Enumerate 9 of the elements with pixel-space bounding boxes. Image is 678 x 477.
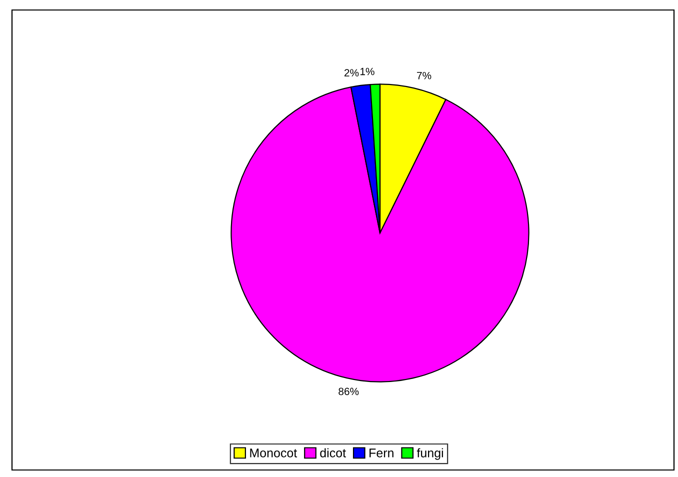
legend-label: fungi <box>416 448 443 460</box>
data-label: 7% <box>417 72 432 80</box>
data-label: 1% <box>360 68 374 76</box>
legend-label: dicot <box>320 448 346 458</box>
legend-label: Monocot <box>250 448 298 458</box>
legend-label: Fern <box>370 448 394 458</box>
data-label: 86% <box>338 388 359 396</box>
data-label: 2% <box>344 69 359 76</box>
pie-slice <box>230 86 530 382</box>
